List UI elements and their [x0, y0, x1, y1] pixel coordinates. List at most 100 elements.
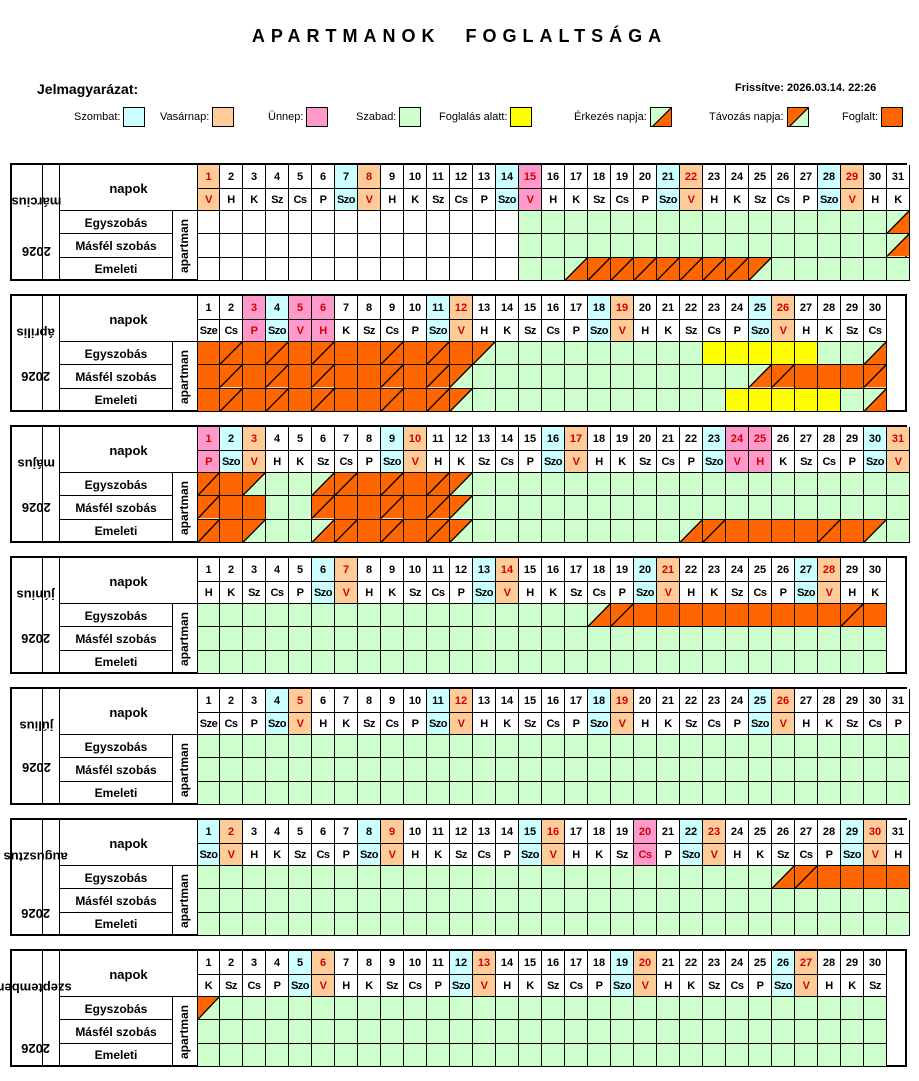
booking-cell[interactable] — [542, 211, 565, 235]
booking-cell[interactable] — [358, 519, 381, 543]
booking-cell[interactable] — [335, 519, 358, 543]
booking-cell[interactable] — [450, 735, 473, 759]
booking-cell[interactable] — [335, 1020, 358, 1044]
booking-cell[interactable] — [220, 912, 243, 936]
booking-cell[interactable] — [404, 519, 427, 543]
booking-cell[interactable] — [611, 997, 634, 1021]
booking-cell[interactable] — [473, 519, 496, 543]
booking-cell[interactable] — [772, 912, 795, 936]
booking-cell[interactable] — [703, 866, 726, 890]
booking-cell[interactable] — [404, 889, 427, 913]
booking-cell[interactable] — [381, 627, 404, 651]
booking-cell[interactable] — [864, 997, 887, 1021]
booking-cell[interactable] — [864, 604, 887, 628]
booking-cell[interactable] — [795, 997, 818, 1021]
booking-cell[interactable] — [473, 496, 496, 520]
booking-cell[interactable] — [565, 257, 588, 281]
booking-cell[interactable] — [611, 234, 634, 258]
booking-cell[interactable] — [289, 234, 312, 258]
booking-cell[interactable] — [795, 866, 818, 890]
booking-cell[interactable] — [887, 473, 910, 497]
booking-cell[interactable] — [565, 997, 588, 1021]
booking-cell[interactable] — [358, 211, 381, 235]
booking-cell[interactable] — [404, 912, 427, 936]
booking-cell[interactable] — [312, 650, 335, 674]
booking-cell[interactable] — [703, 912, 726, 936]
booking-cell[interactable] — [726, 735, 749, 759]
booking-cell[interactable] — [864, 473, 887, 497]
booking-cell[interactable] — [519, 365, 542, 389]
booking-cell[interactable] — [312, 473, 335, 497]
booking-cell[interactable] — [657, 257, 680, 281]
booking-cell[interactable] — [565, 735, 588, 759]
booking-cell[interactable] — [197, 1020, 220, 1044]
booking-cell[interactable] — [542, 388, 565, 412]
booking-cell[interactable] — [795, 781, 818, 805]
booking-cell[interactable] — [450, 342, 473, 366]
booking-cell[interactable] — [818, 342, 841, 366]
booking-cell[interactable] — [496, 519, 519, 543]
booking-cell[interactable] — [404, 496, 427, 520]
booking-cell[interactable] — [611, 1043, 634, 1067]
booking-cell[interactable] — [634, 342, 657, 366]
booking-cell[interactable] — [542, 997, 565, 1021]
booking-cell[interactable] — [220, 365, 243, 389]
booking-cell[interactable] — [864, 342, 887, 366]
booking-cell[interactable] — [818, 997, 841, 1021]
booking-cell[interactable] — [519, 997, 542, 1021]
booking-cell[interactable] — [634, 997, 657, 1021]
booking-cell[interactable] — [266, 627, 289, 651]
booking-cell[interactable] — [220, 388, 243, 412]
booking-cell[interactable] — [634, 1043, 657, 1067]
booking-cell[interactable] — [197, 234, 220, 258]
booking-cell[interactable] — [657, 781, 680, 805]
booking-cell[interactable] — [726, 781, 749, 805]
booking-cell[interactable] — [312, 627, 335, 651]
booking-cell[interactable] — [795, 519, 818, 543]
booking-cell[interactable] — [841, 866, 864, 890]
booking-cell[interactable] — [772, 866, 795, 890]
booking-cell[interactable] — [588, 211, 611, 235]
booking-cell[interactable] — [427, 519, 450, 543]
booking-cell[interactable] — [749, 473, 772, 497]
booking-cell[interactable] — [381, 519, 404, 543]
booking-cell[interactable] — [703, 211, 726, 235]
booking-cell[interactable] — [243, 234, 266, 258]
booking-cell[interactable] — [680, 388, 703, 412]
booking-cell[interactable] — [404, 866, 427, 890]
booking-cell[interactable] — [335, 388, 358, 412]
booking-cell[interactable] — [519, 735, 542, 759]
booking-cell[interactable] — [611, 627, 634, 651]
booking-cell[interactable] — [588, 1043, 611, 1067]
booking-cell[interactable] — [243, 211, 266, 235]
booking-cell[interactable] — [427, 1020, 450, 1044]
booking-cell[interactable] — [473, 781, 496, 805]
booking-cell[interactable] — [657, 866, 680, 890]
booking-cell[interactable] — [565, 650, 588, 674]
booking-cell[interactable] — [542, 1020, 565, 1044]
booking-cell[interactable] — [266, 889, 289, 913]
booking-cell[interactable] — [312, 604, 335, 628]
booking-cell[interactable] — [818, 889, 841, 913]
booking-cell[interactable] — [427, 257, 450, 281]
booking-cell[interactable] — [542, 365, 565, 389]
booking-cell[interactable] — [818, 758, 841, 782]
booking-cell[interactable] — [519, 473, 542, 497]
booking-cell[interactable] — [703, 342, 726, 366]
booking-cell[interactable] — [289, 627, 312, 651]
booking-cell[interactable] — [381, 234, 404, 258]
booking-cell[interactable] — [657, 1020, 680, 1044]
booking-cell[interactable] — [266, 257, 289, 281]
booking-cell[interactable] — [795, 912, 818, 936]
booking-cell[interactable] — [243, 365, 266, 389]
booking-cell[interactable] — [887, 519, 910, 543]
booking-cell[interactable] — [197, 473, 220, 497]
booking-cell[interactable] — [818, 473, 841, 497]
booking-cell[interactable] — [864, 912, 887, 936]
booking-cell[interactable] — [266, 604, 289, 628]
booking-cell[interactable] — [266, 650, 289, 674]
booking-cell[interactable] — [243, 1020, 266, 1044]
booking-cell[interactable] — [450, 211, 473, 235]
booking-cell[interactable] — [220, 758, 243, 782]
booking-cell[interactable] — [312, 496, 335, 520]
